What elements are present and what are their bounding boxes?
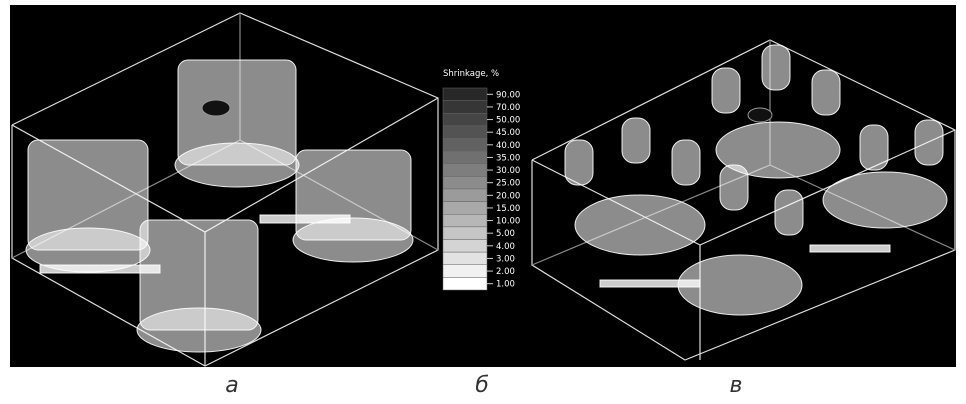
legend-label: 30.00 bbox=[496, 166, 520, 176]
legend-label: 25.00 bbox=[496, 179, 520, 189]
legend-label: 35.00 bbox=[496, 153, 520, 163]
legend-label: 20.00 bbox=[496, 191, 520, 201]
legend-label: 90.00 bbox=[496, 90, 520, 100]
legend-swatch bbox=[443, 113, 487, 126]
legend-swatch bbox=[443, 151, 487, 164]
legend-label: 3.00 bbox=[496, 254, 515, 264]
legend-swatch bbox=[443, 227, 487, 240]
legend-label: 50.00 bbox=[496, 116, 520, 126]
legend-swatch bbox=[443, 176, 487, 189]
legend-label: 15.00 bbox=[496, 204, 520, 214]
caption: а bbox=[225, 373, 238, 398]
shrinkage-legend: Shrinkage, % 90.00 70.00 50.00 45.00 40.00 35… bbox=[443, 69, 520, 290]
legend-swatch bbox=[443, 240, 487, 253]
sprue bbox=[748, 108, 772, 122]
legend-title: Shrinkage, % bbox=[443, 69, 499, 79]
legend-swatch bbox=[443, 101, 487, 114]
legend-swatch bbox=[443, 214, 487, 227]
caption: в bbox=[730, 373, 743, 398]
caption: б bbox=[475, 373, 489, 398]
figure: Shrinkage, % 90.00 70.00 50.00 45.00 40.00 35… bbox=[0, 0, 966, 404]
sprue bbox=[202, 100, 230, 116]
legend-swatch bbox=[443, 164, 487, 177]
legend-swatch bbox=[443, 202, 487, 215]
legend-label: 40.00 bbox=[496, 141, 520, 151]
legend-swatch bbox=[443, 189, 487, 202]
legend-label: 1.00 bbox=[496, 280, 515, 290]
legend-label: 10.00 bbox=[496, 217, 520, 227]
legend-swatch bbox=[443, 139, 487, 152]
page: {"legend": {"title": "Shrinkage, %", "le… bbox=[0, 0, 966, 404]
legend-swatch bbox=[443, 277, 487, 290]
legend-label: 4.00 bbox=[496, 242, 515, 252]
legend-label: 70.00 bbox=[496, 103, 520, 113]
legend-label: 45.00 bbox=[496, 128, 520, 138]
legend-swatch bbox=[443, 88, 487, 101]
legend-label: 2.00 bbox=[496, 267, 515, 277]
legend-swatch bbox=[443, 252, 487, 265]
legend-label: 5.00 bbox=[496, 229, 515, 239]
legend-swatch bbox=[443, 126, 487, 139]
legend-swatch bbox=[443, 265, 487, 278]
